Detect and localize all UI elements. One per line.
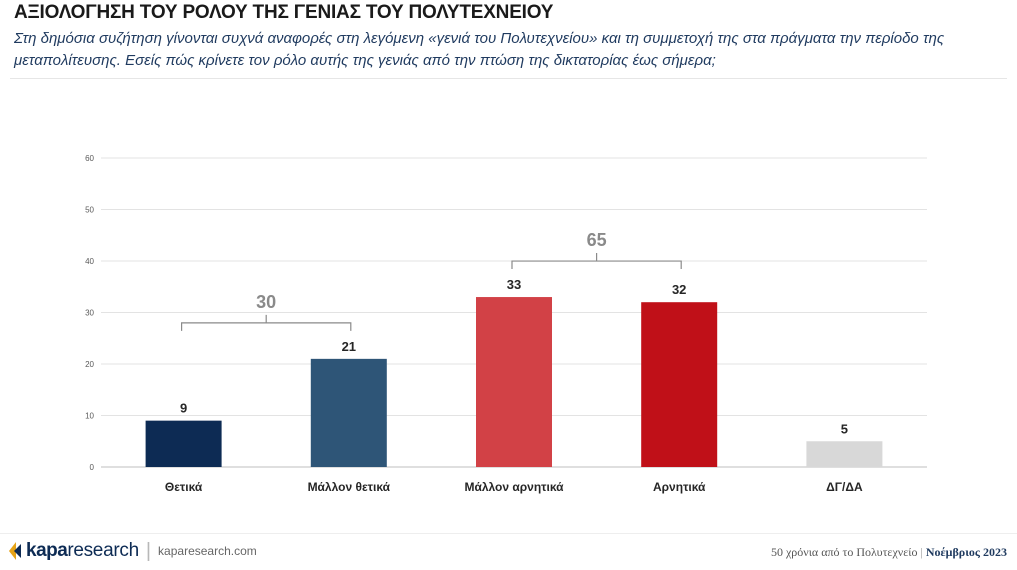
footer-divider [0,533,1017,534]
bar-value-label: 32 [672,282,686,297]
y-tick-label: 50 [85,206,94,215]
brand-logo: kapa research | kaparesearch.com [8,537,257,565]
footer-date: Νοέμβριος 2023 [925,545,1007,559]
x-tick-label: Θετικά [165,480,203,494]
footer-note-text: 50 χρόνια από το Πολυτεχνείο [770,545,918,559]
brand-name-kapa: kapa [26,540,68,561]
group-total-label: 30 [256,292,276,312]
kapa-logo-icon [9,542,21,560]
footer-note-separator: | [920,545,923,559]
question-text: Στη δημόσια συζήτηση γίνονται συχνά αναφ… [14,30,945,69]
x-tick-label: Μάλλον θετικά [308,480,391,494]
y-tick-label: 10 [85,412,94,421]
brand-name-research: research [67,540,139,561]
group-bracket [181,314,352,331]
bar [145,420,222,467]
y-tick-label: 30 [85,309,94,318]
bar-value-label: 21 [342,339,356,354]
y-tick-label: 20 [85,360,94,369]
y-tick-label: 0 [90,463,95,472]
y-tick-label: 60 [85,154,94,163]
bar-value-label: 5 [841,421,848,436]
page-title: ΑΞΙΟΛΟΓΗΣΗ ΤΟΥ ΡΟΛΟΥ ΤΗΣ ΓΕΝΙΑΣ ΤΟΥ ΠΟΛΥ… [14,2,554,23]
bar [806,441,883,467]
y-tick-label: 40 [85,257,94,266]
bar [476,297,552,467]
header-divider [10,78,1007,79]
brand-separator: | [145,539,152,562]
bar-value-label: 9 [180,401,187,416]
x-tick-label: Αρνητικά [653,480,706,494]
group-bracket [511,253,682,270]
bar [310,358,387,467]
footer-note: 50 χρόνια από το Πολυτεχνείο | Νοέμβριος 2… [771,545,1007,560]
bar-value-label: 33 [507,277,521,292]
x-tick-label: ΔΓ/ΔΑ [826,480,863,494]
brand-url: kaparesearch.com [158,544,257,558]
group-total-label: 65 [587,230,607,250]
bar-chart: 0 10 20 30 40 50 60 9 Θετικά 21 Μάλλον θετικά 33 Μάλ… [85,154,927,494]
x-tick-label: Μάλλον αρνητικά [464,480,564,494]
bar [641,302,718,467]
